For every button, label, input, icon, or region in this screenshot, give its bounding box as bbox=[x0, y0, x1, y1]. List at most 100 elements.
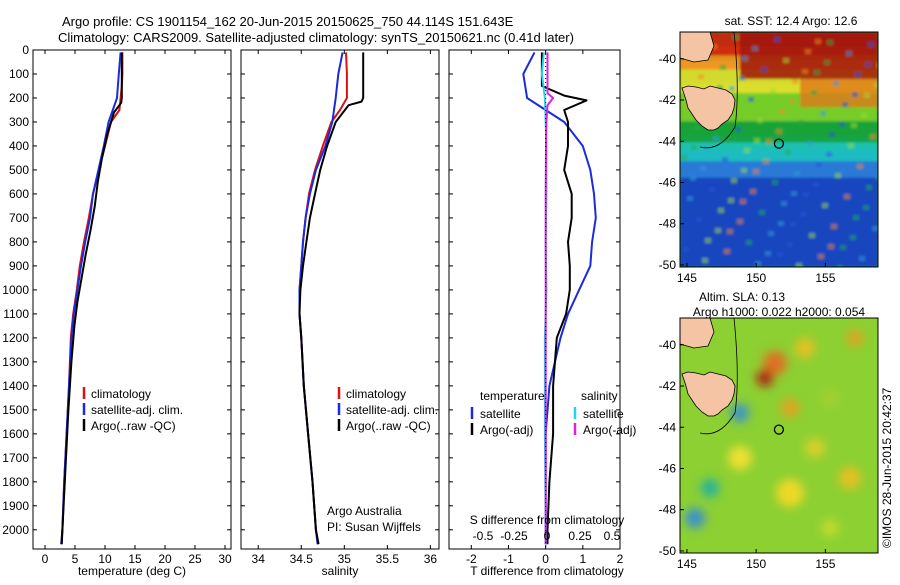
sst-speckle bbox=[737, 219, 743, 224]
sst_map-frame bbox=[679, 31, 879, 268]
temperature-ytick-label: 200 bbox=[9, 91, 29, 105]
salinity-axes-box bbox=[240, 49, 440, 550]
argo-float-marker bbox=[773, 424, 785, 435]
temperature-ytick-label: 1100 bbox=[3, 307, 29, 321]
sst-speckle bbox=[783, 58, 789, 63]
sst-map-panel: 145 150 155 -40 -42 -44 -46 -48 -50 sat. SST: 12.… bbox=[659, 14, 879, 285]
sst-speckle bbox=[728, 198, 734, 203]
sst-speckle bbox=[703, 146, 709, 151]
sst-speckle bbox=[683, 247, 689, 252]
salinity-xtick-label: 35 bbox=[338, 552, 352, 566]
sst-speckle bbox=[861, 113, 867, 118]
temperature-legend-label: Argo(..raw -QC) bbox=[91, 419, 176, 433]
sst-speckle bbox=[724, 249, 730, 254]
sst-speckle bbox=[828, 244, 834, 249]
sst-speckle bbox=[792, 79, 798, 84]
sst-speckle bbox=[739, 76, 745, 81]
temperature-ytick-label: 1900 bbox=[2, 499, 29, 513]
sst_map-ytick-label: -42 bbox=[659, 93, 677, 107]
sst-speckle bbox=[865, 62, 871, 67]
sst-speckle bbox=[770, 88, 776, 93]
sst-speckle bbox=[846, 51, 852, 56]
sst_map-xtick-label: 155 bbox=[815, 271, 835, 285]
sst_map-ytick-label: -44 bbox=[659, 134, 677, 148]
sst-speckle bbox=[826, 152, 832, 157]
salinity-legend-label: Argo(..raw -QC) bbox=[346, 419, 431, 433]
temperature-xtick-label: 15 bbox=[128, 552, 142, 566]
differences-axes-box bbox=[448, 49, 621, 550]
sst-speckle bbox=[874, 83, 878, 88]
sla_map-xtick-label: 155 bbox=[815, 557, 835, 571]
sst-warm-patch bbox=[740, 32, 878, 79]
sst-speckle bbox=[787, 242, 793, 247]
sst_map-xtick-label: 145 bbox=[677, 271, 697, 285]
sst-speckle bbox=[859, 256, 865, 261]
temperature-series-line bbox=[60, 52, 123, 545]
figure-title-line2: Climatology: CARS2009. Satellite-adjuste… bbox=[58, 30, 574, 45]
sst-speckle bbox=[778, 221, 784, 226]
sla-blob bbox=[728, 446, 752, 470]
sst-speckle bbox=[717, 85, 723, 90]
temperature-series-group bbox=[60, 52, 124, 545]
sst-speckle bbox=[740, 199, 746, 204]
sst-speckle bbox=[700, 166, 706, 171]
sst-speckle bbox=[776, 129, 782, 134]
sst-speckle bbox=[803, 192, 809, 197]
sst_map-ytick-label: -40 bbox=[659, 52, 677, 66]
sst-speckle bbox=[731, 178, 737, 183]
sst-speckle bbox=[748, 97, 754, 102]
sst-speckle bbox=[779, 109, 785, 114]
sla-map-subtitle: Argo h1000: 0.022 h2000: 0.054 bbox=[693, 305, 865, 319]
sst-speckle bbox=[774, 37, 780, 42]
sst-speckle bbox=[802, 69, 808, 74]
sst-speckle bbox=[705, 238, 711, 243]
temperature-ytick-label: 1000 bbox=[2, 283, 29, 297]
sst-speckle bbox=[755, 261, 761, 266]
sst-speckle bbox=[715, 228, 721, 233]
temperature-ytick-label: 500 bbox=[9, 163, 29, 177]
salinity-xtick-label: 34.5 bbox=[290, 552, 314, 566]
differences-series-group bbox=[522, 51, 597, 545]
sst-speckle bbox=[844, 194, 850, 199]
sst-speckle bbox=[850, 235, 856, 240]
sst-speckle bbox=[741, 168, 747, 173]
salinity-series-group bbox=[298, 52, 365, 545]
sst_map-field bbox=[680, 32, 878, 267]
difference-xlabel2: S difference from climatology bbox=[470, 513, 625, 527]
sla-blob bbox=[795, 338, 815, 358]
annotation-argo-australia: Argo Australia bbox=[327, 504, 402, 518]
temperature-xtick-label: 0 bbox=[42, 552, 49, 566]
sst-speckle bbox=[759, 210, 765, 215]
argo-float-marker bbox=[773, 138, 785, 149]
sla_map-frame bbox=[679, 317, 879, 554]
sst-speckle bbox=[807, 141, 813, 146]
sst-speckle bbox=[790, 222, 796, 227]
sst-speckle bbox=[768, 231, 774, 236]
sst-speckle bbox=[757, 118, 763, 123]
sst-speckle bbox=[729, 86, 735, 91]
difference-xtick2-label: -0.25 bbox=[500, 529, 528, 543]
salinity-xtick-label: 34 bbox=[252, 552, 266, 566]
sst-speckle bbox=[765, 251, 771, 256]
difference-xtick2-label: -0.5 bbox=[473, 529, 494, 543]
sla_map-xtick-label: 150 bbox=[746, 557, 766, 571]
sst-speckle bbox=[870, 134, 876, 139]
sst-speckle bbox=[864, 93, 870, 98]
sla-blob bbox=[685, 508, 705, 528]
sst-speckle bbox=[694, 125, 700, 130]
sla_map-field bbox=[680, 318, 878, 553]
sst-speckle bbox=[691, 145, 697, 150]
sst-speckle bbox=[833, 81, 839, 86]
sst-speckle bbox=[831, 224, 837, 229]
differences-series-line bbox=[544, 52, 555, 545]
sst-speckle bbox=[742, 56, 748, 61]
sst-speckle bbox=[722, 157, 728, 162]
sst-speckle bbox=[840, 245, 846, 250]
salinity-xtick-label: 36 bbox=[424, 552, 438, 566]
figure-title-line1: Argo profile: CS 1901154_162 20-Jun-2015… bbox=[62, 14, 514, 29]
sst-speckle bbox=[837, 265, 843, 267]
sst-speckle bbox=[809, 233, 815, 238]
sla-blobs bbox=[685, 330, 863, 537]
sst-speckle bbox=[829, 132, 835, 137]
